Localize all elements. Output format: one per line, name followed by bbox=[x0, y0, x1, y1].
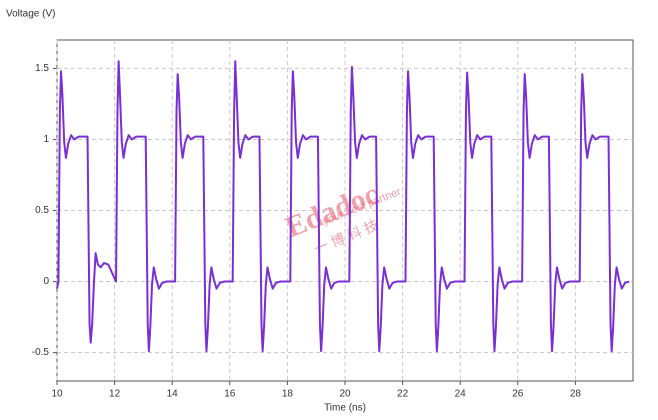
x-tick-label: 22 bbox=[397, 389, 409, 400]
y-tick-label: 0.5 bbox=[35, 205, 49, 216]
x-tick-label: 10 bbox=[51, 389, 63, 400]
x-tick-label: 14 bbox=[167, 389, 179, 400]
waveform-line bbox=[56, 60, 630, 353]
x-tick-label: 20 bbox=[339, 389, 351, 400]
x-axis-label: Time (ns) bbox=[324, 403, 366, 414]
x-tick-label: 16 bbox=[224, 389, 236, 400]
x-tick-label: 12 bbox=[109, 389, 121, 400]
x-tick-label: 26 bbox=[512, 389, 524, 400]
x-tick-label: 18 bbox=[282, 389, 294, 400]
y-tick-label: 0 bbox=[43, 276, 49, 287]
y-tick-label: -0.5 bbox=[32, 347, 50, 358]
y-tick-label: 1.5 bbox=[35, 63, 49, 74]
y-tick-label: 1 bbox=[43, 134, 49, 145]
y-axis-label: Voltage (V) bbox=[6, 9, 55, 20]
x-tick-label: 28 bbox=[570, 389, 582, 400]
x-tick-label: 24 bbox=[455, 389, 467, 400]
